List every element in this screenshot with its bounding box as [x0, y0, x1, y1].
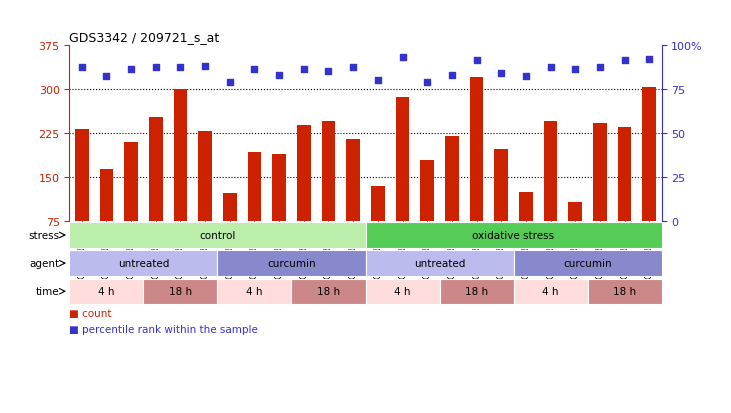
Bar	[218, 251, 366, 276]
Point	[569, 67, 581, 74]
Bar	[99, 170, 113, 266]
Point	[249, 67, 260, 74]
Point	[594, 65, 606, 71]
Bar	[569, 202, 582, 266]
Bar	[366, 223, 662, 248]
Text: 4 h: 4 h	[542, 287, 558, 297]
Bar	[618, 128, 632, 266]
Text: 4 h: 4 h	[394, 287, 411, 297]
Bar	[588, 279, 662, 304]
Bar	[445, 136, 458, 266]
Point	[298, 67, 310, 74]
Text: stress: stress	[29, 230, 60, 240]
Bar	[519, 192, 533, 266]
Point	[347, 65, 359, 71]
Bar	[371, 186, 385, 266]
Point	[471, 58, 482, 64]
Bar	[544, 122, 557, 266]
Bar	[643, 88, 656, 266]
Text: ■ count: ■ count	[69, 308, 112, 318]
Point	[372, 77, 384, 84]
Bar	[513, 251, 662, 276]
Text: 18 h: 18 h	[613, 287, 636, 297]
Text: GDS3342 / 209721_s_at: GDS3342 / 209721_s_at	[69, 31, 220, 44]
Point	[150, 65, 162, 71]
Text: untreated: untreated	[414, 259, 465, 268]
Text: curcumin: curcumin	[563, 259, 612, 268]
Point	[496, 70, 507, 77]
Text: 4 h: 4 h	[246, 287, 262, 297]
Point	[125, 67, 137, 74]
Text: 18 h: 18 h	[317, 287, 340, 297]
Bar	[69, 251, 218, 276]
Bar	[395, 98, 409, 266]
Point	[76, 65, 88, 71]
Bar	[292, 279, 366, 304]
Point	[101, 74, 113, 81]
Bar	[218, 279, 292, 304]
Text: agent: agent	[29, 259, 60, 268]
Text: ■ percentile rank within the sample: ■ percentile rank within the sample	[69, 324, 258, 334]
Bar	[75, 129, 88, 266]
Bar	[198, 132, 212, 266]
Text: 18 h: 18 h	[169, 287, 192, 297]
Point	[618, 58, 630, 64]
Bar	[124, 142, 138, 266]
Point	[175, 65, 186, 71]
Bar	[223, 194, 237, 266]
Point	[273, 72, 285, 78]
Bar	[69, 279, 143, 304]
Text: 4 h: 4 h	[98, 287, 115, 297]
Point	[421, 79, 433, 85]
Text: untreated: untreated	[118, 259, 169, 268]
Bar	[297, 126, 311, 266]
Bar	[494, 149, 508, 266]
Point	[446, 72, 458, 78]
Point	[224, 79, 235, 85]
Bar	[420, 161, 434, 266]
Bar	[346, 139, 360, 266]
Bar	[470, 78, 483, 266]
Bar	[513, 279, 588, 304]
Bar	[174, 89, 187, 266]
Bar	[248, 152, 261, 266]
Text: control: control	[200, 230, 235, 240]
Bar	[366, 251, 513, 276]
Text: time: time	[36, 287, 60, 297]
Point	[545, 65, 556, 71]
Point	[200, 63, 211, 70]
Bar	[593, 123, 607, 266]
Point	[643, 56, 655, 63]
Bar	[439, 279, 513, 304]
Bar	[69, 223, 366, 248]
Point	[520, 74, 531, 81]
Bar	[322, 122, 336, 266]
Bar	[273, 155, 286, 266]
Bar	[149, 118, 162, 266]
Bar	[143, 279, 218, 304]
Point	[322, 69, 334, 75]
Text: 18 h: 18 h	[465, 287, 488, 297]
Bar	[366, 279, 439, 304]
Text: oxidative stress: oxidative stress	[472, 230, 555, 240]
Point	[397, 55, 409, 61]
Text: curcumin: curcumin	[267, 259, 316, 268]
